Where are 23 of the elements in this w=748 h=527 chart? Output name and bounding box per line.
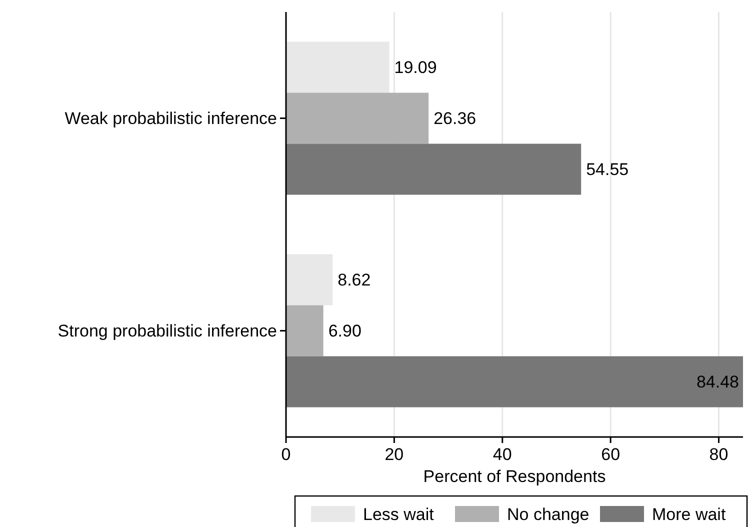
x-tick-label: 60	[601, 445, 620, 464]
data-label: 6.90	[328, 322, 362, 341]
bar	[286, 92, 429, 144]
legend-label: Less wait	[363, 504, 434, 524]
data-label: 26.36	[434, 109, 476, 128]
bar	[286, 305, 324, 356]
y-tick-label: Weak probabilistic inference	[64, 109, 277, 128]
y-tick-label: Strong probabilistic inference	[58, 322, 277, 341]
data-label: 54.55	[586, 160, 629, 180]
x-tick-label: 40	[492, 445, 512, 464]
bar	[286, 144, 582, 195]
x-tick-label: 0	[281, 445, 291, 464]
x-axis-title: Percent of Respondents	[423, 467, 606, 486]
bar	[286, 356, 743, 408]
x-tick-label: 20	[384, 445, 404, 464]
data-label: 84.48	[696, 372, 739, 392]
legend-label: No change	[507, 504, 590, 524]
data-label: 8.62	[338, 270, 371, 290]
bar	[286, 42, 390, 93]
bar	[286, 254, 333, 306]
data-label: 19.09	[394, 58, 437, 78]
legend-label: More wait	[652, 504, 726, 524]
x-tick-label: 80	[709, 445, 728, 464]
